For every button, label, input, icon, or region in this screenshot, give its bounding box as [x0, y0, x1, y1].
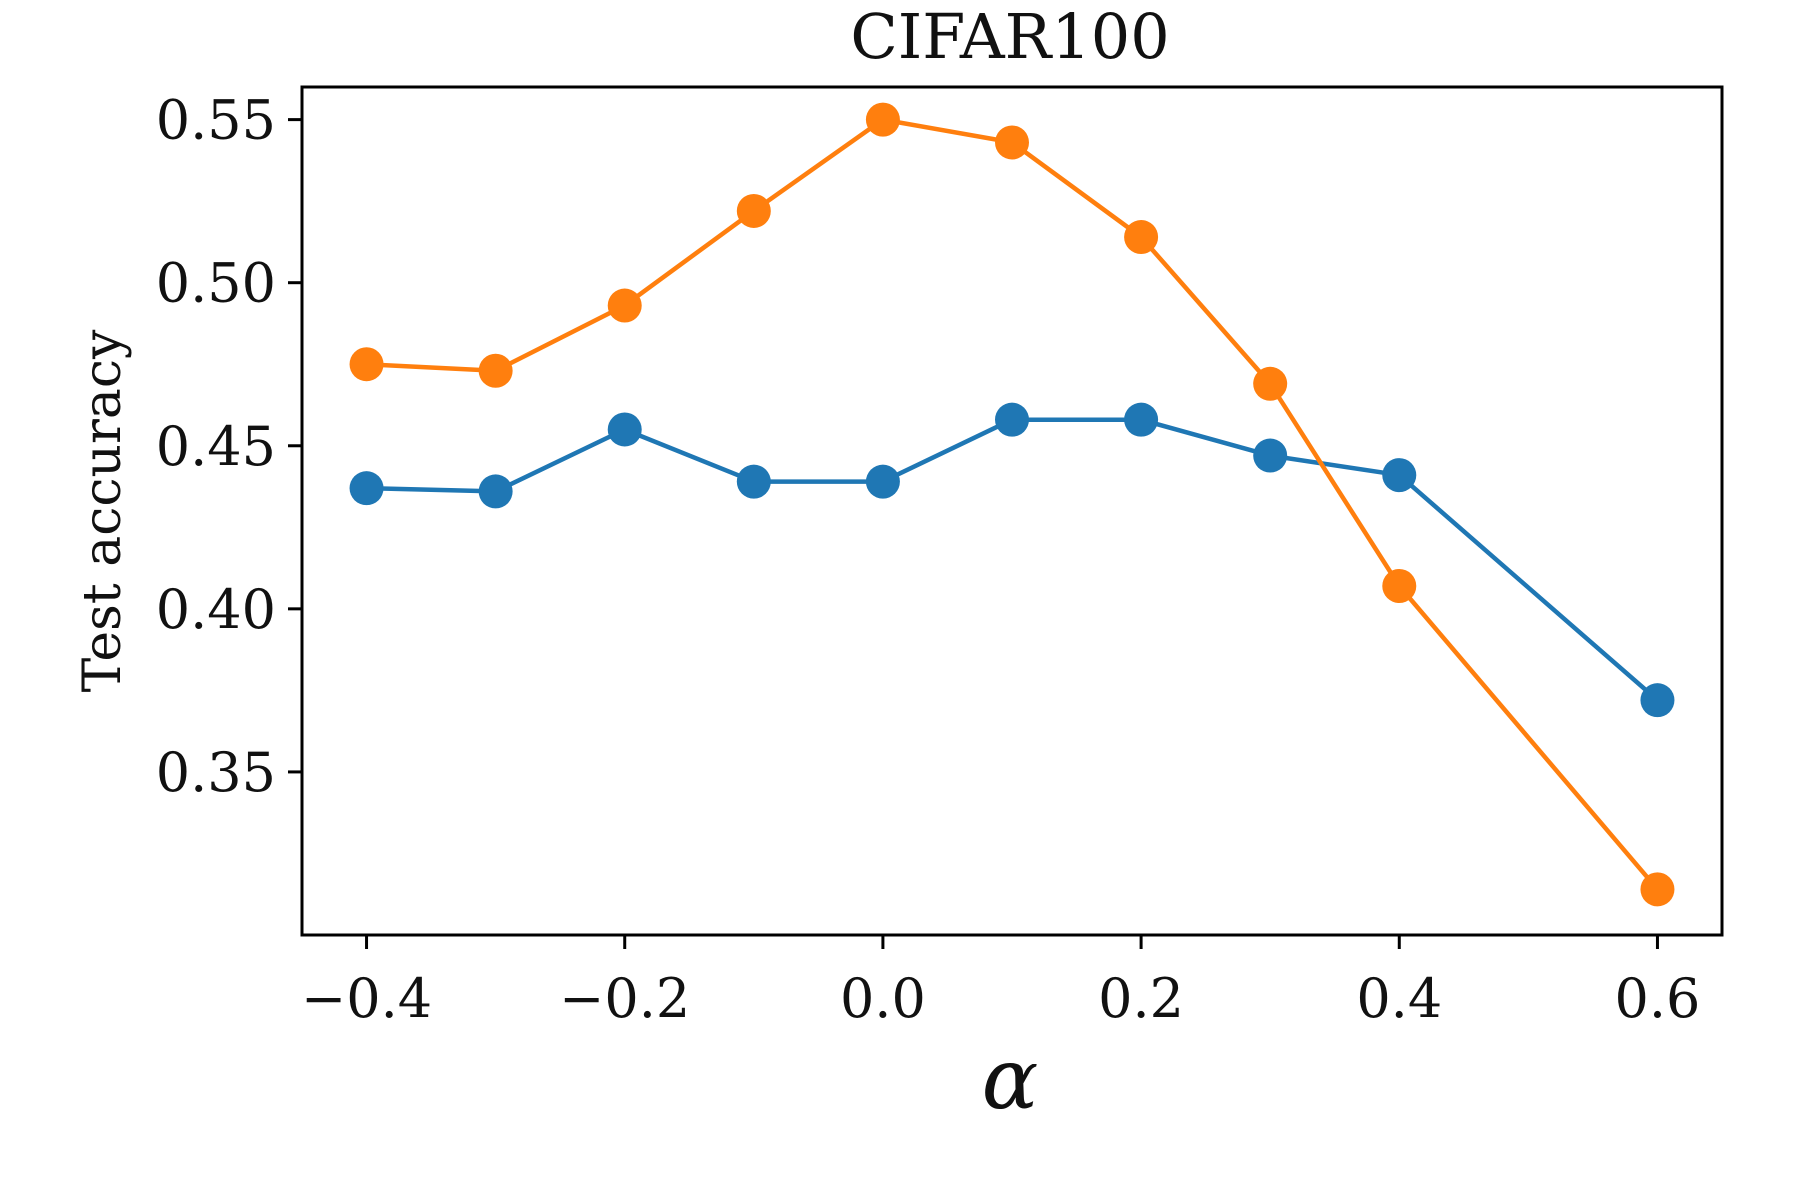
series-2-point — [865, 102, 900, 137]
x-axis-label: α — [982, 1030, 1039, 1128]
y-tick-label: 0.50 — [156, 252, 276, 315]
y-axis-label: Test accuracy — [73, 329, 133, 692]
x-axis: −0.4 −0.2 0.0 0.2 0.4 0.6 — [301, 935, 1700, 1030]
series-1-point — [736, 464, 771, 499]
y-tick-label: 0.45 — [156, 415, 276, 478]
series-2-point — [995, 125, 1029, 160]
y-tick-label: 0.40 — [156, 578, 276, 641]
y-axis: 0.35 0.40 0.45 0.50 0.55 — [156, 89, 302, 804]
y-tick-label: 0.55 — [156, 89, 276, 152]
series-1-point — [1382, 458, 1417, 493]
plot-frame — [300, 85, 1724, 937]
series-1-point — [478, 474, 513, 509]
chart-title: CIFAR100 — [850, 0, 1169, 73]
y-tick-label: 0.35 — [156, 741, 276, 804]
x-tick-label: 0.6 — [1615, 967, 1701, 1030]
series-2-point — [1253, 366, 1288, 401]
series-2-point — [1124, 220, 1159, 255]
series-1-point — [1124, 402, 1159, 437]
series-1-point — [1253, 438, 1288, 473]
series-1-point — [865, 464, 900, 499]
series-2-point — [736, 193, 771, 228]
x-tick-label: 0.2 — [1098, 967, 1184, 1030]
series-1-point — [349, 471, 384, 506]
x-tick-label: 0.0 — [840, 967, 926, 1030]
x-tick-label: −0.4 — [301, 967, 432, 1030]
series-line-1 — [366, 417, 1659, 702]
x-tick-label: 0.4 — [1356, 967, 1442, 1030]
series-layer — [349, 102, 1675, 907]
series-1-point — [1640, 683, 1675, 718]
series-line-2 — [366, 117, 1660, 891]
series-1-point — [995, 402, 1029, 437]
series-1-point — [607, 412, 642, 447]
series-2-point — [349, 347, 384, 382]
series-2-point — [607, 288, 642, 323]
series-2-point — [1382, 569, 1417, 604]
x-tick-label: −0.2 — [559, 967, 690, 1030]
series-2-point — [478, 353, 513, 388]
series-2-point — [1640, 872, 1675, 907]
